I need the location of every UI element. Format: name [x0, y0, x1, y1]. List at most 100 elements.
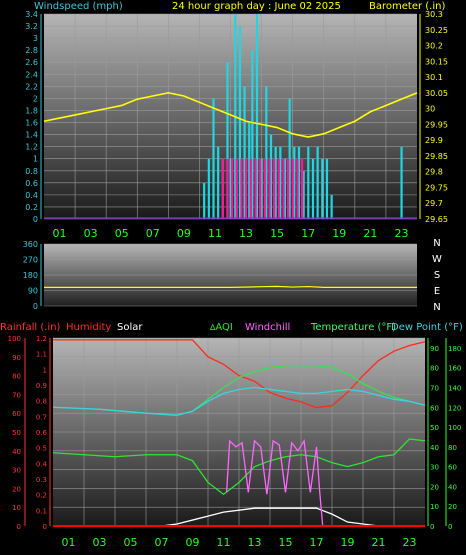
- windspeed-bar: [297, 146, 301, 219]
- humidity-tick-label: 90: [12, 354, 21, 362]
- gust-bar: [287, 158, 290, 219]
- barometer-tick-label: 30: [425, 105, 435, 114]
- hour-tick-label: 01: [53, 227, 67, 240]
- gust-bar: [235, 158, 238, 219]
- legend-solar: Solar: [117, 322, 143, 333]
- barometer-tick-label: 29.95: [425, 120, 448, 129]
- compass-label: S: [434, 270, 440, 281]
- windspeed-tick-label: 0.2: [25, 203, 38, 212]
- barometer-tick-label: 29.8: [425, 168, 443, 177]
- hour-tick-label: 03: [84, 227, 98, 240]
- compass-label: N: [433, 238, 440, 249]
- windspeed-bar: [229, 158, 232, 219]
- compass-label: E: [434, 286, 440, 297]
- temperature-tick-label: 10: [430, 503, 439, 511]
- temperature-tick-label: 30: [430, 464, 439, 472]
- rainfall-tick-label: 0.9: [36, 382, 47, 390]
- humidity-tick-label: 10: [12, 504, 21, 512]
- windspeed-bar: [283, 158, 287, 219]
- compass-label: W: [432, 254, 442, 265]
- hour-tick-label: 07: [155, 536, 169, 549]
- direction-tick-label: 180: [23, 271, 38, 280]
- barometer-tick-label: 30.15: [425, 57, 448, 66]
- rainfall-tick-label: 1: [43, 366, 47, 374]
- direction-left-axis: 0 90 180 270 360: [23, 240, 42, 311]
- barometer-axis-label: Barometer (.in): [369, 1, 445, 12]
- hour-tick-label: 17: [310, 536, 324, 549]
- aqi-series-line: [52, 438, 426, 496]
- windspeed-bar: [226, 62, 229, 220]
- legend-windchill: Windchill: [245, 322, 290, 333]
- gust-bar: [245, 158, 248, 219]
- rainfall-tick-label: 0.5: [36, 445, 47, 453]
- hour-tick-label: 13: [239, 227, 253, 240]
- barometer-line: [43, 92, 418, 219]
- rainfall-tick-label: 0.1: [36, 507, 47, 515]
- gust-bar: [226, 158, 229, 219]
- windspeed-tick-label: 2: [33, 94, 38, 103]
- solar-tick-label: 160: [448, 365, 461, 373]
- hour-tick-label: 05: [115, 227, 129, 240]
- windspeed-bar: [243, 86, 246, 220]
- temperature-tick-label: 40: [430, 444, 439, 452]
- windspeed-tick-label: 3.4: [25, 10, 38, 19]
- windspeed-tick-label: 1.2: [25, 143, 38, 152]
- solar-tick-label: 180: [448, 345, 461, 353]
- hour-tick-label: 07: [146, 227, 160, 240]
- temp-x-axis: 01 03 05 07 09 11 13 15 17 19 21 23: [62, 536, 417, 549]
- direction-tick-label: 90: [28, 287, 38, 296]
- hour-tick-label: 09: [177, 227, 191, 240]
- solar-series-line: [53, 507, 425, 527]
- temperature-tick-label: 20: [430, 483, 439, 491]
- wind-x-axis: 01 03 05 07 09 11 13 15 17 19 21 23: [53, 227, 409, 240]
- windspeed-bar: [325, 158, 329, 219]
- windspeed-bar: [293, 146, 296, 219]
- windspeed-bar: [288, 98, 291, 219]
- hour-tick-label: 03: [93, 536, 107, 549]
- rainfall-tick-label: 0.4: [36, 460, 48, 468]
- rainfall-tick-label: 0: [43, 523, 47, 531]
- windspeed-tick-label: 3: [33, 34, 38, 43]
- temperature-tick-label: 50: [430, 424, 439, 432]
- gust-bar: [259, 158, 262, 219]
- barometer-tick-label: 30.05: [425, 89, 448, 98]
- direction-series-line: [44, 285, 417, 288]
- windspeed-tick-label: 1.6: [25, 119, 38, 128]
- gust-bar: [249, 158, 252, 219]
- temp-right-axes: 0 10 20 30 40 50 60 70 80 90 0 20 40 60 80 100 120 140 160…: [427, 338, 461, 531]
- windspeed-tick-label: 1.4: [25, 131, 38, 140]
- hour-tick-label: 01: [62, 536, 76, 549]
- windspeed-bar: [274, 146, 277, 219]
- windspeed-bar: [207, 158, 210, 219]
- windspeed-tick-label: 2.6: [25, 58, 38, 67]
- hour-tick-label: 19: [332, 227, 346, 240]
- solar-tick-label: 60: [448, 464, 457, 472]
- windspeed-tick-label: 0: [33, 215, 38, 224]
- windspeed-tick-label: 2.4: [25, 70, 38, 79]
- legend-dewpoint: Dew Point (°F): [391, 322, 463, 333]
- hour-tick-label: 21: [372, 536, 386, 549]
- barometer-tick-label: 30.25: [425, 26, 448, 35]
- windspeed-axis-label: Windspeed (mph): [34, 1, 123, 12]
- direction-plot-grid: [44, 243, 417, 307]
- hour-tick-label: 23: [394, 227, 408, 240]
- humidity-tick-label: 50: [12, 429, 21, 437]
- windspeed-bar: [212, 98, 215, 219]
- barometer-tick-label: 30.2: [425, 42, 443, 51]
- windspeed-bar: [316, 146, 319, 219]
- direction-tick-label: 0: [33, 302, 38, 311]
- humidity-series-line: [53, 339, 426, 409]
- windspeed-bar: [321, 158, 324, 219]
- rainfall-tick-label: 0.2: [36, 492, 47, 500]
- gust-bar: [231, 158, 234, 219]
- temperature-tick-label: 90: [430, 345, 439, 353]
- dew-point-series-line: [52, 386, 426, 416]
- windspeed-bar: [238, 26, 242, 219]
- rainfall-tick-label: 1.2: [36, 335, 47, 343]
- barometer-tick-label: 29.75: [425, 183, 448, 192]
- hour-tick-label: 23: [403, 536, 417, 549]
- rainfall-tick-label: 0.7: [36, 413, 47, 421]
- hour-tick-label: 05: [124, 536, 138, 549]
